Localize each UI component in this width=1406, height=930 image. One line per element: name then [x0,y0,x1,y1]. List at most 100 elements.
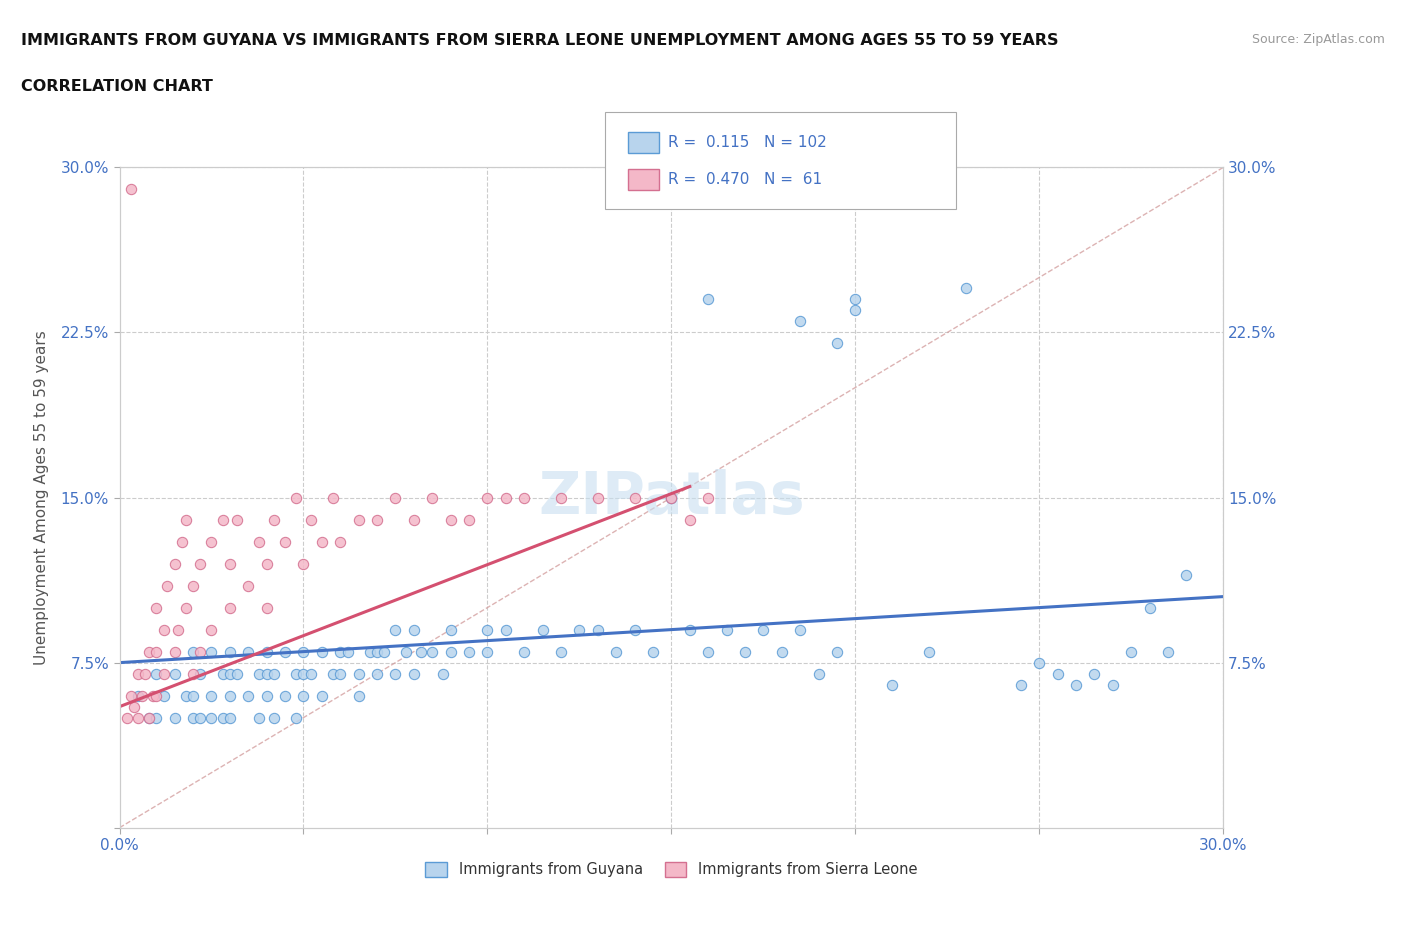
Point [844,292,866,307]
Point [1121,644,1143,659]
Point [513,490,536,505]
Point [329,644,352,659]
Point [1083,666,1105,681]
Point [697,490,720,505]
Point [120,688,142,703]
Point [247,666,270,681]
Point [120,182,142,197]
Point [322,666,344,681]
Point [679,622,702,637]
Point [1010,677,1032,692]
Point [679,512,702,527]
Point [825,644,848,659]
Point [789,622,811,637]
Point [477,644,499,659]
Point [292,666,315,681]
Point [311,644,333,659]
Point [163,556,186,571]
Point [256,688,278,703]
Point [127,688,149,703]
Point [219,666,242,681]
Point [174,512,197,527]
Point [402,512,425,527]
Point [131,688,153,703]
Point [122,699,145,714]
Point [1175,567,1198,582]
Point [439,644,461,659]
Point [1064,677,1087,692]
Point [238,644,260,659]
Point [661,490,683,505]
Point [163,666,186,681]
Point [789,314,811,329]
Point [115,711,138,725]
Point [181,578,204,593]
Point [285,711,308,725]
Point [127,666,149,681]
Point [211,711,233,725]
Point [181,666,204,681]
Point [163,644,186,659]
Point [373,644,395,659]
Point [181,688,204,703]
Point [292,644,315,659]
Point [825,336,848,351]
Point [145,644,167,659]
Point [152,666,174,681]
Point [219,600,242,615]
Point [366,512,388,527]
Point [322,490,344,505]
Point [384,490,406,505]
Y-axis label: Unemployment Among Ages 55 to 59 years: Unemployment Among Ages 55 to 59 years [35,330,49,665]
Point [359,644,381,659]
Point [200,688,222,703]
Point [174,600,197,615]
Point [138,711,160,725]
Point [420,490,443,505]
Text: R =  0.115   N = 102: R = 0.115 N = 102 [668,135,827,150]
Point [256,666,278,681]
Point [716,622,738,637]
Point [458,644,481,659]
Point [285,666,308,681]
Point [411,644,433,659]
Point [531,622,554,637]
Point [174,688,197,703]
Point [605,644,627,659]
Point [477,622,499,637]
Point [263,666,285,681]
Point [170,534,193,549]
Point [142,688,165,703]
Point [256,600,278,615]
Text: ZIPatlas: ZIPatlas [538,469,804,526]
Point [697,644,720,659]
Point [285,490,308,505]
Point [402,666,425,681]
Point [263,711,285,725]
Point [329,666,352,681]
Point [439,512,461,527]
Point [145,666,167,681]
Point [420,644,443,659]
Point [550,644,572,659]
Point [1046,666,1069,681]
Point [955,281,977,296]
Point [347,688,370,703]
Point [219,556,242,571]
Point [163,711,186,725]
Point [586,490,609,505]
Point [586,622,609,637]
Point [1028,656,1050,671]
Point [219,688,242,703]
Point [200,711,222,725]
Point [145,688,167,703]
Point [219,644,242,659]
Point [226,666,249,681]
Point [550,490,572,505]
Text: IMMIGRANTS FROM GUYANA VS IMMIGRANTS FROM SIERRA LEONE UNEMPLOYMENT AMONG AGES 5: IMMIGRANTS FROM GUYANA VS IMMIGRANTS FRO… [21,33,1059,47]
Point [292,556,315,571]
Point [134,666,156,681]
Point [256,644,278,659]
Point [256,556,278,571]
Point [495,622,517,637]
